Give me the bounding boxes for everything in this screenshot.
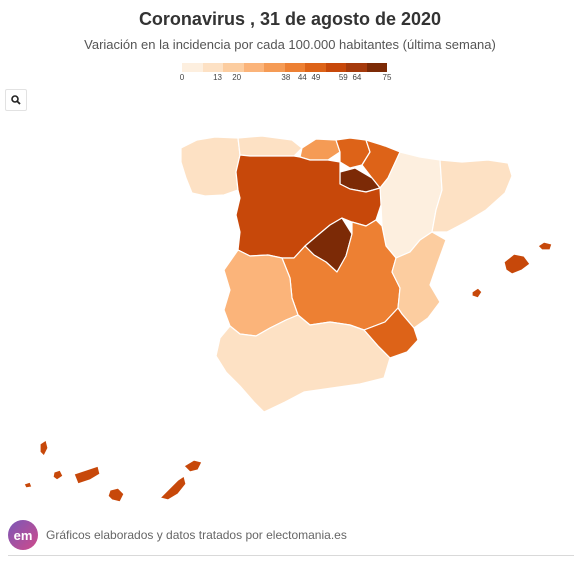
legend-tick-label: 38 [281, 73, 291, 82]
legend-tick-label: 59 [338, 73, 348, 82]
legend-color-scale [182, 63, 387, 72]
region-galicia[interactable] [180, 136, 241, 197]
legend-swatch [264, 63, 285, 72]
region-baleares-ibiza[interactable] [471, 287, 483, 299]
chart-title: Coronavirus , 31 de agosto de 2020 [138, 9, 442, 29]
legend-swatch [284, 63, 305, 72]
legend-swatch [202, 63, 223, 72]
region-cantabria[interactable] [299, 138, 341, 161]
legend-tick-label: 0 [179, 73, 185, 82]
search-button[interactable] [5, 89, 27, 111]
region-asturias[interactable] [237, 135, 303, 157]
chart-subtitle: Variación en la incidencia por cada 100.… [84, 37, 496, 52]
region-baleares-menorca[interactable] [537, 241, 553, 251]
magnifier-icon [11, 95, 21, 105]
region-canarias-lanzarote[interactable] [183, 459, 203, 473]
legend-swatch [325, 63, 346, 72]
legend-tick-label: 75 [382, 73, 392, 82]
region-canarias-el-hierro[interactable] [23, 481, 33, 489]
legend-tick-label: 13 [213, 73, 222, 82]
legend-swatch [366, 63, 387, 72]
legend-swatch [305, 63, 326, 72]
region-baleares-mallorca[interactable] [503, 253, 531, 275]
legend-tick-label: 64 [352, 73, 362, 82]
electomania-logo[interactable]: em [8, 520, 38, 550]
region-cataluna[interactable] [431, 159, 513, 233]
footer-credit: Gráficos elaborados y datos tratados por… [46, 528, 347, 542]
legend-swatch [346, 63, 367, 72]
region-canarias-fuerteventura[interactable] [159, 475, 187, 501]
legend-swatch [223, 63, 244, 72]
region-andalucia[interactable] [215, 314, 391, 413]
legend-tick-label: 44 [297, 73, 307, 82]
region-canarias-la-palma[interactable] [39, 439, 49, 457]
region-canarias-gran-canaria[interactable] [107, 487, 125, 503]
legend-swatch [243, 63, 264, 72]
legend-swatch [182, 63, 203, 72]
legend-tick-label: 49 [311, 73, 321, 82]
region-canarias-tenerife[interactable] [73, 465, 101, 485]
region-canarias-la-gomera[interactable] [52, 469, 64, 481]
color-legend: 0 13 20 38 44 49 59 64 75 [179, 63, 391, 87]
legend-tick-label: 20 [232, 73, 242, 82]
footer-divider [8, 555, 574, 556]
footer: em Gráficos elaborados y datos tratados … [8, 519, 347, 551]
